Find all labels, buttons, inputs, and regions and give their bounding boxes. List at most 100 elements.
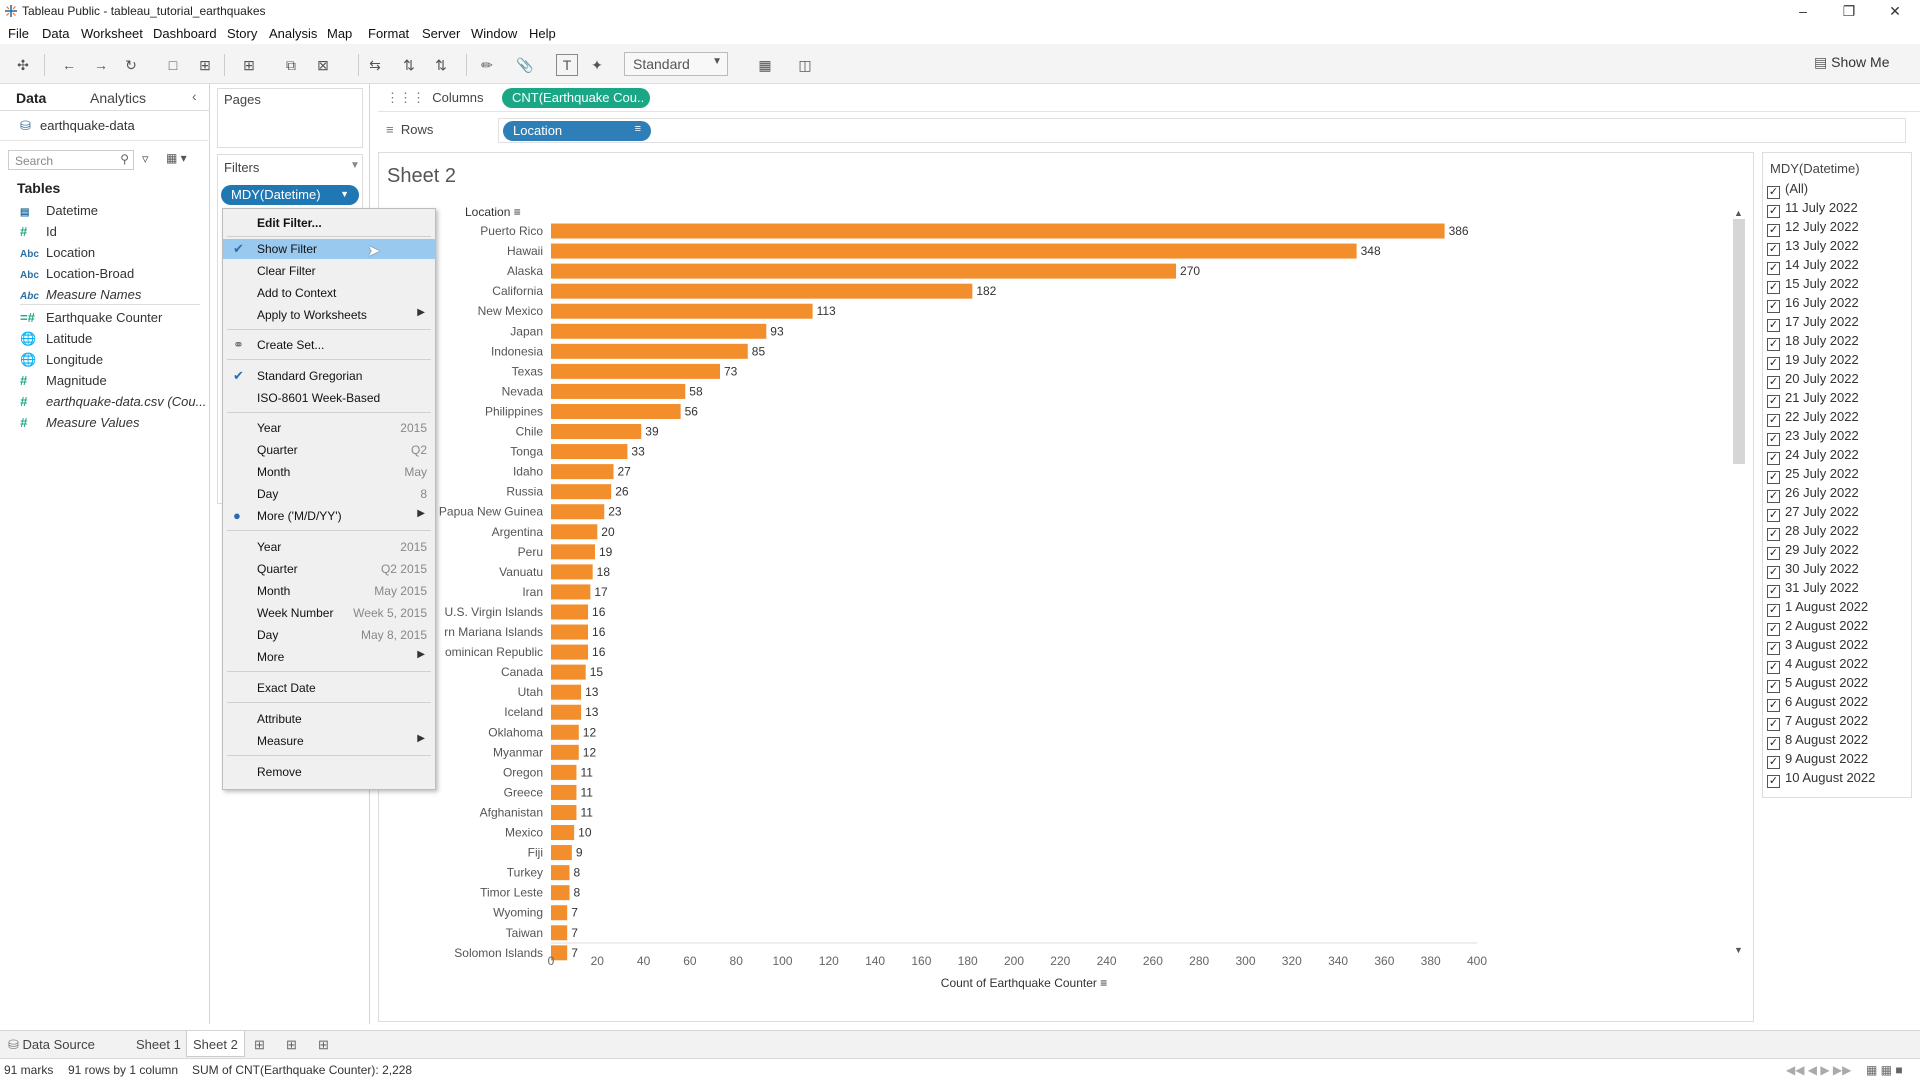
- new-dashboard-icon[interactable]: ⊞: [286, 1037, 297, 1052]
- filter-option[interactable]: ✓ 8 August 2022: [1767, 732, 1868, 750]
- rows-drop-area[interactable]: Location ≡: [498, 118, 1906, 143]
- checkbox-checked-icon[interactable]: ✓: [1767, 604, 1780, 617]
- presentation-mode-icon[interactable]: ◫: [798, 56, 812, 73]
- field-record-count[interactable]: # earthquake-data.csv (Cou...: [20, 394, 206, 409]
- tab-sheet-2[interactable]: Sheet 2: [186, 1031, 245, 1057]
- menu-item-value-day[interactable]: Day May 8, 2015: [223, 625, 435, 645]
- close-window-button[interactable]: ✕: [1889, 2, 1901, 19]
- checkbox-checked-icon[interactable]: ✓: [1767, 205, 1780, 218]
- save-icon[interactable]: □: [168, 57, 178, 73]
- redo-icon[interactable]: →: [94, 57, 108, 73]
- tab-sheet-1[interactable]: Sheet 1: [136, 1037, 181, 1052]
- filter-option[interactable]: ✓ 16 July 2022: [1767, 295, 1859, 313]
- datasource-name[interactable]: earthquake-data: [40, 118, 135, 133]
- chevron-down-icon[interactable]: ▼: [350, 160, 360, 171]
- sheet-nav-icon[interactable]: ◀◀ ◀ ▶ ▶▶: [1786, 1063, 1852, 1077]
- filter-option[interactable]: ✓ 27 July 2022: [1767, 504, 1859, 522]
- show-mark-labels-icon[interactable]: T: [556, 54, 578, 76]
- chevron-down-icon[interactable]: ▼: [340, 189, 349, 199]
- tab-analytics[interactable]: Analytics: [90, 90, 147, 106]
- columns-pill-cnt-earthquake[interactable]: CNT(Earthquake Cou..: [502, 88, 650, 108]
- filter-option-all[interactable]: ✓ (All): [1767, 181, 1808, 199]
- filter-option[interactable]: ✓ 23 July 2022: [1767, 428, 1859, 446]
- checkbox-checked-icon[interactable]: ✓: [1767, 566, 1780, 579]
- filter-option[interactable]: ✓ 9 August 2022: [1767, 751, 1868, 769]
- filter-option[interactable]: ✓ 13 July 2022: [1767, 238, 1859, 256]
- checkbox-checked-icon[interactable]: ✓: [1767, 414, 1780, 427]
- filter-option[interactable]: ✓ 4 August 2022: [1767, 656, 1868, 674]
- menu-item-iso-week[interactable]: ISO-8601 Week-Based: [223, 388, 435, 408]
- fit-select[interactable]: Standard ▼: [624, 52, 728, 76]
- checkbox-checked-icon[interactable]: ✓: [1767, 756, 1780, 769]
- scroll-up-icon[interactable]: ▲: [1734, 208, 1743, 218]
- filter-option[interactable]: ✓ 7 August 2022: [1767, 713, 1868, 731]
- filter-option[interactable]: ✓ 12 July 2022: [1767, 219, 1859, 237]
- duplicate-sheet-icon[interactable]: ⧉: [286, 56, 296, 73]
- field-earthquake-counter[interactable]: =# Earthquake Counter: [20, 310, 162, 325]
- row-header-location[interactable]: Location ≡: [465, 205, 521, 219]
- menu-data[interactable]: Data: [42, 26, 70, 41]
- filter-option[interactable]: ✓ 29 July 2022: [1767, 542, 1859, 560]
- new-datasource-icon[interactable]: ⊞: [199, 56, 211, 73]
- filter-option[interactable]: ✓ 25 July 2022: [1767, 466, 1859, 484]
- menu-item-attribute[interactable]: Attribute: [223, 709, 435, 729]
- fix-axes-icon[interactable]: ✦: [591, 56, 603, 73]
- group-members-icon[interactable]: 📎: [516, 56, 534, 73]
- menu-map[interactable]: Map: [327, 26, 353, 41]
- menu-item-value-week[interactable]: Week Number Week 5, 2015: [223, 603, 435, 623]
- menu-worksheet[interactable]: Worksheet: [81, 26, 143, 41]
- checkbox-checked-icon[interactable]: ✓: [1767, 509, 1780, 522]
- vertical-scrollbar[interactable]: [1733, 219, 1745, 464]
- menu-item-value-more[interactable]: More ▶: [223, 647, 435, 667]
- menu-item-exact-date[interactable]: Exact Date: [223, 678, 435, 698]
- filter-option[interactable]: ✓ 15 July 2022: [1767, 276, 1859, 294]
- pages-shelf[interactable]: [217, 88, 363, 148]
- menu-window[interactable]: Window: [471, 26, 518, 41]
- filter-option[interactable]: ✓ 21 July 2022: [1767, 390, 1859, 408]
- tab-data-source[interactable]: ⛁ Data Source: [8, 1037, 95, 1053]
- filter-option[interactable]: ✓ 6 August 2022: [1767, 694, 1868, 712]
- search-input[interactable]: Search ⚲: [8, 150, 134, 170]
- menu-help[interactable]: Help: [529, 26, 556, 41]
- new-worksheet-icon[interactable]: ⊞: [243, 56, 255, 73]
- tableau-home-icon[interactable]: ✣: [17, 56, 29, 73]
- filter-option[interactable]: ✓ 18 July 2022: [1767, 333, 1859, 351]
- checkbox-checked-icon[interactable]: ✓: [1767, 680, 1780, 693]
- menu-story[interactable]: Story: [227, 26, 258, 41]
- checkbox-checked-icon[interactable]: ✓: [1767, 699, 1780, 712]
- filter-option[interactable]: ✓ 31 July 2022: [1767, 580, 1859, 598]
- filter-option[interactable]: ✓ 19 July 2022: [1767, 352, 1859, 370]
- rows-pill-location[interactable]: Location ≡: [503, 121, 651, 141]
- filter-option[interactable]: ✓ 3 August 2022: [1767, 637, 1868, 655]
- filter-option[interactable]: ✓ 1 August 2022: [1767, 599, 1868, 617]
- menu-item-edit-filter[interactable]: Edit Filter...: [223, 213, 435, 233]
- show-cards-icon[interactable]: ▦: [758, 56, 772, 73]
- scroll-down-icon[interactable]: ▼: [1734, 945, 1743, 955]
- checkbox-checked-icon[interactable]: ✓: [1767, 243, 1780, 256]
- filter-option[interactable]: ✓ 28 July 2022: [1767, 523, 1859, 541]
- filter-option[interactable]: ✓ 10 August 2022: [1767, 770, 1875, 788]
- menu-item-create-set[interactable]: ⚭ Create Set...: [223, 335, 435, 355]
- checkbox-checked-icon[interactable]: ✓: [1767, 395, 1780, 408]
- filter-option[interactable]: ✓ 11 July 2022: [1767, 200, 1858, 218]
- restore-button[interactable]: ❐: [1842, 2, 1856, 19]
- checkbox-checked-icon[interactable]: ✓: [1767, 319, 1780, 332]
- checkbox-checked-icon[interactable]: ✓: [1767, 300, 1780, 313]
- new-worksheet-icon[interactable]: ⊞: [254, 1037, 265, 1052]
- menu-item-remove[interactable]: Remove: [223, 762, 435, 782]
- filter-option[interactable]: ✓ 20 July 2022: [1767, 371, 1859, 389]
- filter-pill-mdy-datetime[interactable]: MDY(Datetime) ▼: [221, 185, 359, 205]
- menu-item-part-month[interactable]: Month May: [223, 462, 435, 482]
- menu-dashboard[interactable]: Dashboard: [153, 26, 217, 41]
- checkbox-checked-icon[interactable]: ✓: [1767, 718, 1780, 731]
- checkbox-checked-icon[interactable]: ✓: [1767, 224, 1780, 237]
- filter-option[interactable]: ✓ 2 August 2022: [1767, 618, 1868, 636]
- menu-item-part-quarter[interactable]: Quarter Q2: [223, 440, 435, 460]
- checkbox-checked-icon[interactable]: ✓: [1767, 281, 1780, 294]
- filter-option[interactable]: ✓ 14 July 2022: [1767, 257, 1859, 275]
- checkbox-checked-icon[interactable]: ✓: [1767, 623, 1780, 636]
- menu-item-part-year[interactable]: Year 2015: [223, 418, 435, 438]
- menu-item-show-filter[interactable]: ✔ Show Filter ➤: [223, 239, 435, 260]
- filter-option[interactable]: ✓ 22 July 2022: [1767, 409, 1859, 427]
- checkbox-checked-icon[interactable]: ✓: [1767, 547, 1780, 560]
